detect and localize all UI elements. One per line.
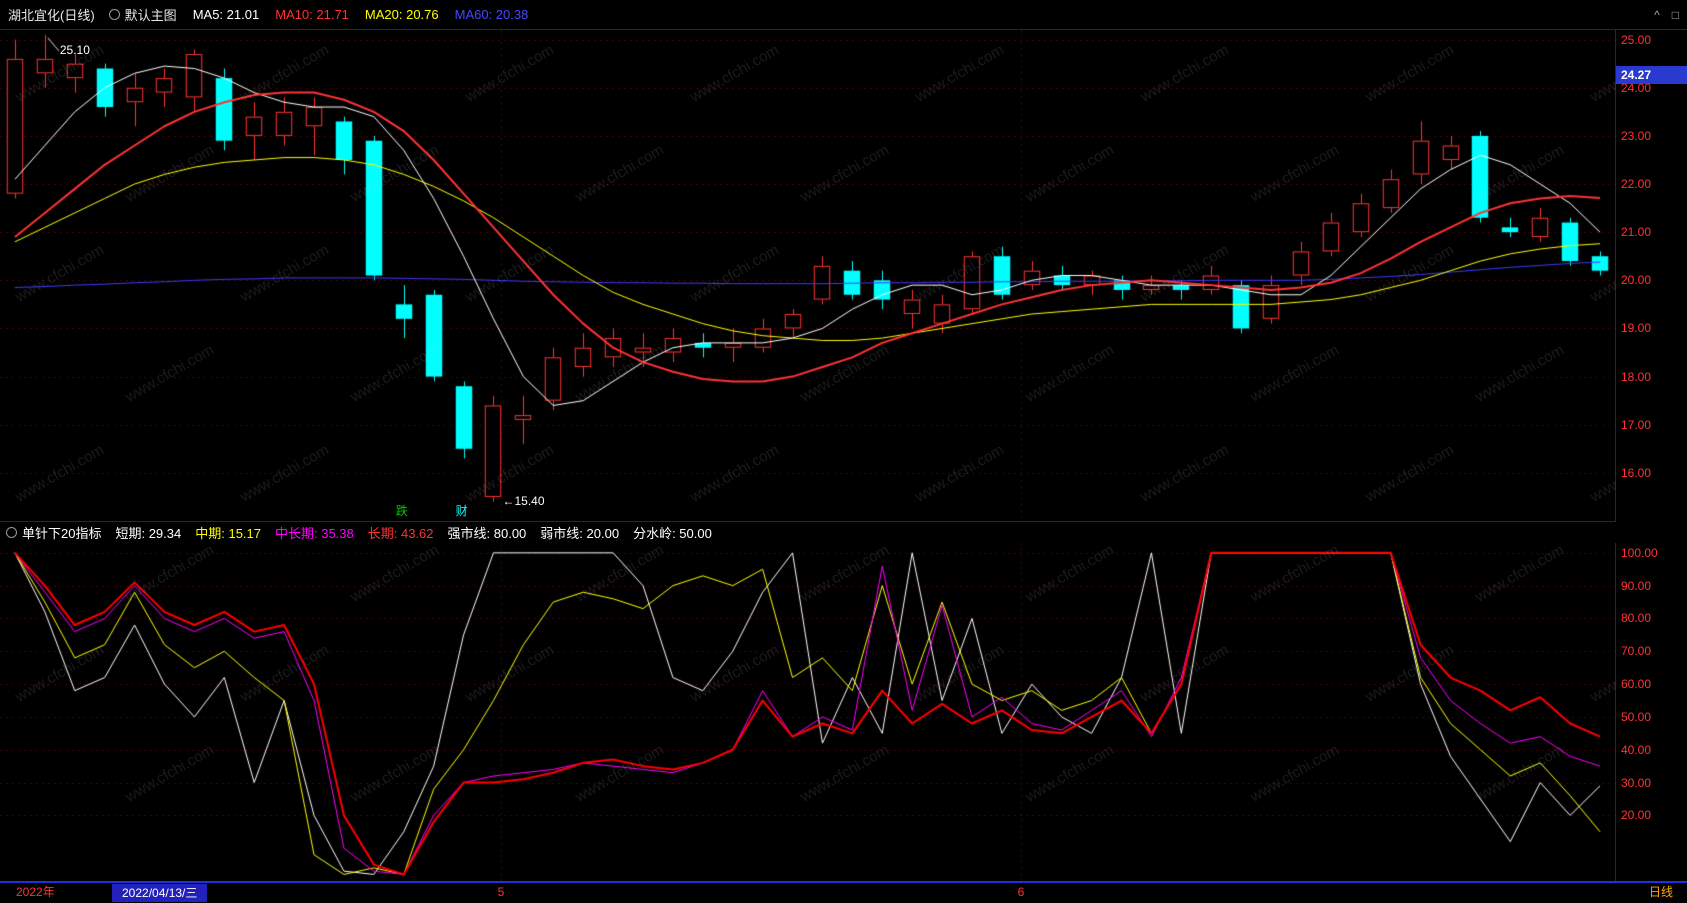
indicator-short-value: 短期: 29.34 (115, 526, 182, 541)
indicator-header: 单针下20指标 短期: 29.34 中期: 15.17 中长期: 35.38 长… (0, 522, 1616, 543)
selected-date-chip[interactable]: 2022/04/13/三 (112, 884, 208, 902)
price-tick-label: 23.00 (1621, 128, 1652, 143)
ma20-label: MA20: 20.76 (364, 7, 439, 22)
top-bar: 湖北宜化(日线) 默认主图 MA5: 21.01 MA10: 21.71 MA2… (0, 0, 1687, 30)
price-tick-label: 22.00 (1621, 177, 1652, 192)
indicator-tick-label: 30.00 (1621, 775, 1652, 790)
indicator-chart-panel (0, 543, 1616, 881)
chart-region: 单针下20指标 短期: 29.34 中期: 15.17 中长期: 35.38 长… (0, 30, 1687, 881)
period-label[interactable]: 日线 (1648, 885, 1673, 899)
indicator-weak-line-value: 弱市线: 20.00 (540, 526, 620, 541)
collapse-icon[interactable]: ^ (1654, 7, 1660, 22)
price-tick-label: 24.00 (1621, 80, 1652, 95)
indicator-tick-label: 20.00 (1621, 808, 1652, 823)
timeline-bar: 2022年 2022/04/13/三 日线 5 6 (0, 881, 1687, 903)
main-candlestick-canvas[interactable] (0, 30, 1615, 521)
price-tick-label: 16.00 (1621, 465, 1652, 480)
float-window-icon[interactable]: □ (1671, 7, 1679, 22)
price-axis-column[interactable]: 24.27 25.00 24.00 23.00 22.00 21.00 20.00 19.0… (1616, 30, 1687, 881)
ma10-label: MA10: 21.71 (275, 7, 349, 22)
price-tick-label: 20.00 (1621, 273, 1652, 288)
month-tick-label: 6 (1017, 885, 1025, 899)
indicator-tick-label: 80.00 (1621, 611, 1652, 626)
month-tick-label: 5 (497, 885, 505, 899)
indicator-mid-value: 中期: 15.17 (195, 526, 261, 541)
price-tick-label: 21.00 (1621, 225, 1652, 240)
indicator-name[interactable]: 单针下20指标 (22, 526, 102, 541)
year-label: 2022年 (16, 885, 55, 899)
indicator-tick-label: 100.00 (1621, 545, 1658, 560)
price-tick-label: 18.00 (1621, 369, 1652, 384)
indicator-tick-label: 90.00 (1621, 578, 1652, 593)
main-chart-panel (0, 30, 1616, 522)
stock-title: 湖北宜化(日线) (8, 8, 95, 23)
indicator-midlong-value: 中长期: 35.38 (275, 526, 354, 541)
indicator-tick-label: 60.00 (1621, 677, 1652, 692)
indicator-tick-label: 50.00 (1621, 709, 1652, 724)
main-chart-selector[interactable]: 默认主图 (124, 8, 177, 23)
indicator-selector-icon (6, 527, 17, 538)
ma60-label: MA60: 20.38 (454, 7, 529, 22)
indicator-line-canvas[interactable] (0, 543, 1615, 881)
indicator-tick-label: 40.00 (1621, 742, 1652, 757)
price-tick-label: 25.00 (1621, 32, 1652, 47)
indicator-long-value: 长期: 43.62 (367, 526, 434, 541)
price-tick-label: 17.00 (1621, 417, 1652, 432)
main-chart-selector-icon (108, 9, 120, 20)
price-tick-label: 19.00 (1621, 321, 1652, 336)
indicator-strong-line-value: 强市线: 80.00 (447, 526, 527, 541)
ma5-label: MA5: 21.01 (192, 7, 260, 22)
indicator-divide-line-value: 分水岭: 50.00 (633, 526, 712, 541)
last-price-badge: 24.27 (1616, 65, 1687, 84)
indicator-tick-label: 70.00 (1621, 644, 1652, 659)
